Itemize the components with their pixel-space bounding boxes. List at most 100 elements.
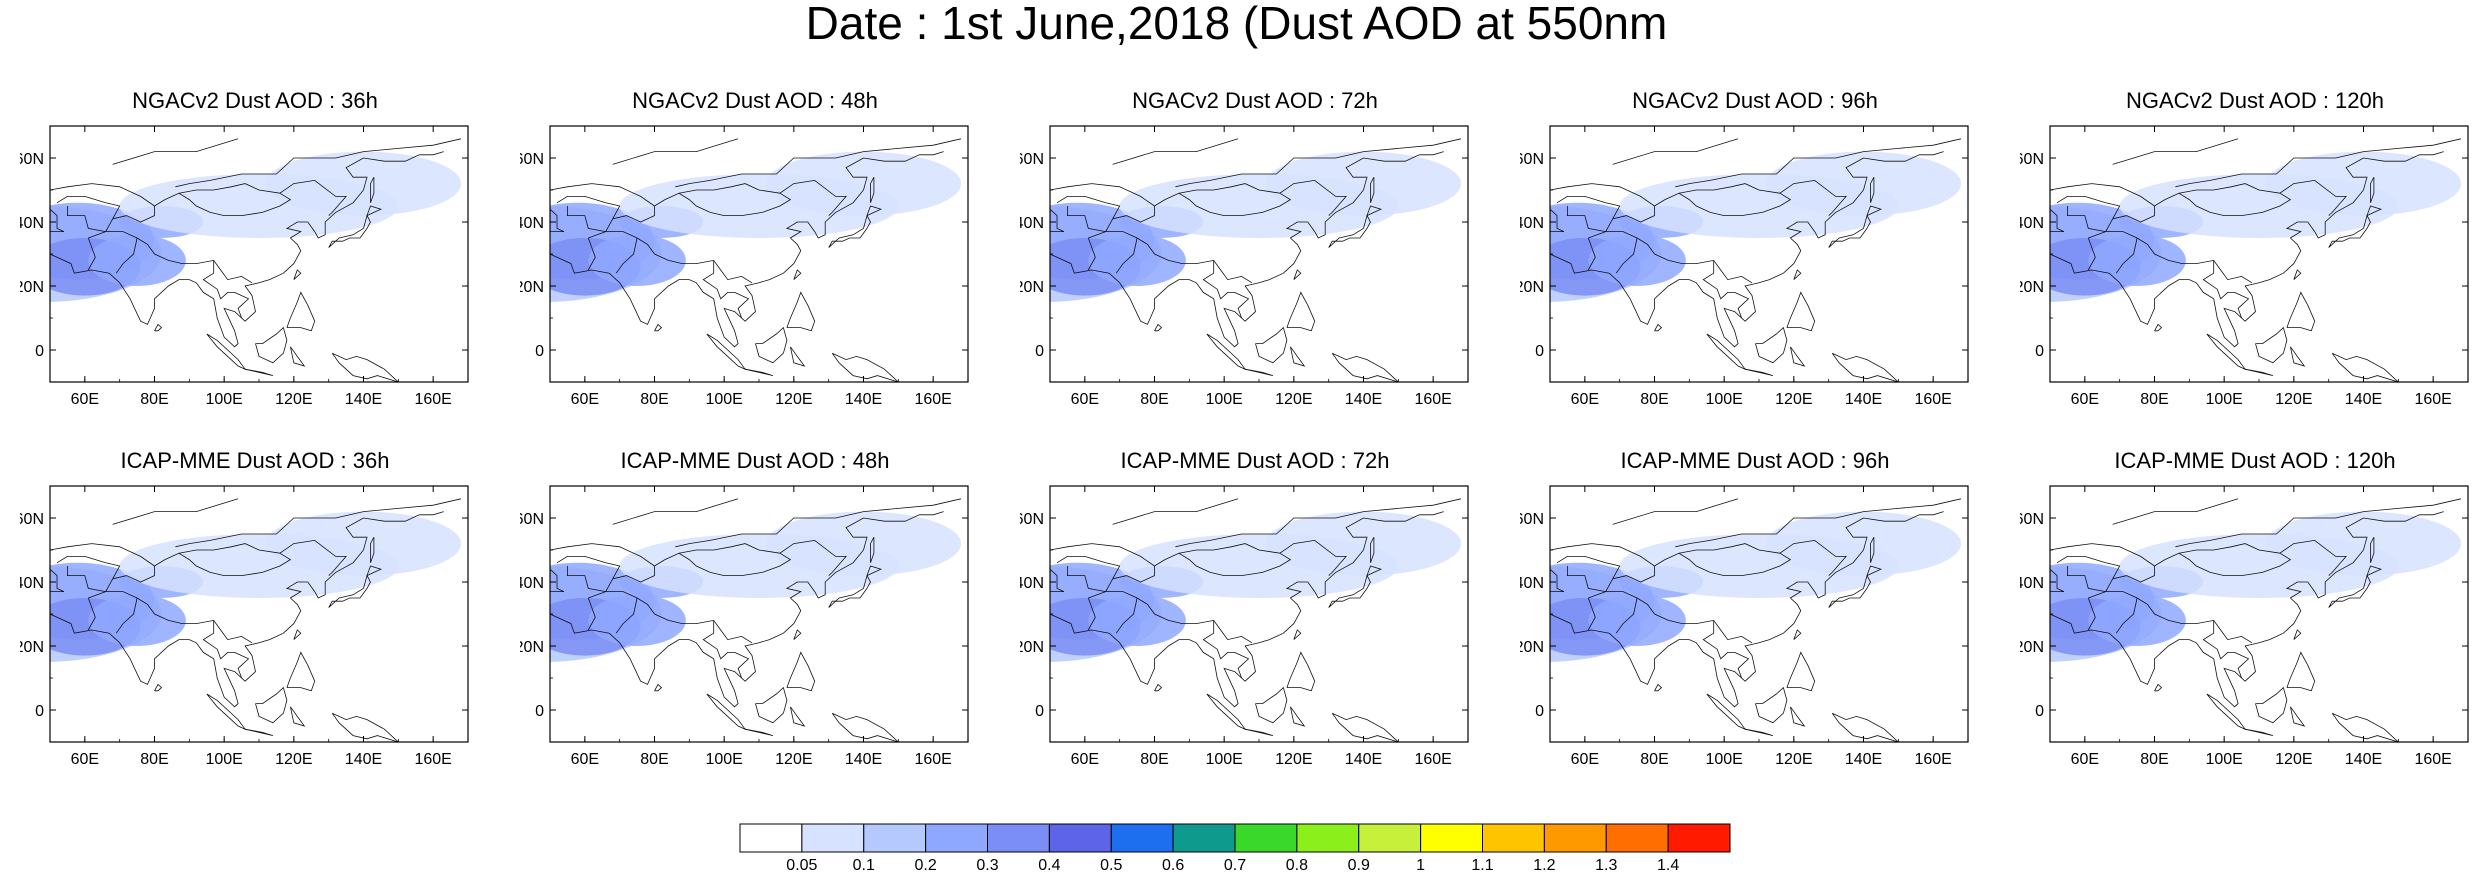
coastline — [1112, 498, 1239, 525]
lon-tick-label: 80E — [2140, 751, 2168, 768]
coastline — [154, 683, 163, 692]
dust-region — [1588, 234, 1686, 286]
dust-region — [265, 151, 462, 216]
coastline — [790, 346, 806, 367]
coastline — [745, 728, 774, 736]
lon-tick-label: 100E — [1705, 751, 1742, 768]
lat-tick-label: 0 — [2035, 343, 2044, 360]
coastline — [1328, 574, 1371, 608]
colorbar-swatch — [1420, 823, 1484, 853]
coastline — [1290, 346, 1306, 367]
coastline — [1245, 728, 1274, 736]
lon-tick-label: 140E — [1845, 391, 1882, 408]
map-panel: NGACv2 Dust AOD : 48h 60E 80E 100E 120E 140E… — [520, 88, 990, 438]
lon-tick-label: 60E — [571, 751, 599, 768]
lon-tick-label: 80E — [140, 751, 168, 768]
coastline — [1831, 352, 1899, 382]
lat-tick-label: 0 — [1535, 343, 1544, 360]
colorbar-label: 0.3 — [976, 857, 998, 874]
lat-tick-label: 60N — [2020, 151, 2044, 168]
lat-tick-label: 40N — [1020, 575, 1044, 592]
lat-tick-label: 20N — [1020, 639, 1044, 656]
coastline — [67, 566, 106, 592]
coastline — [1255, 686, 1288, 724]
lon-tick-label: 120E — [775, 391, 812, 408]
coastline — [50, 511, 444, 708]
map-plot: 60E 80E 100E 120E 140E 160E 60N 40N 20N 0 — [20, 485, 469, 768]
dust-region — [2265, 151, 2462, 216]
lon-tick-label: 140E — [1345, 751, 1382, 768]
coastline — [786, 651, 816, 692]
coastline — [1567, 206, 1606, 232]
panel-title: ICAP-MME Dust AOD : 48h — [620, 448, 890, 473]
coastline — [2328, 574, 2371, 608]
coastline — [1706, 333, 1747, 371]
colorbar: 0.05 0.1 0.2 0.3 0.4 0.5 0.6 0.7 0.8 0.9 1 1.1 1.2 1.… — [739, 823, 1731, 874]
lon-tick-label: 120E — [2275, 391, 2312, 408]
coastline — [2370, 177, 2375, 203]
lat-tick-label: 40N — [20, 575, 44, 592]
coastline — [1366, 205, 1383, 216]
lat-tick-label: 40N — [2020, 575, 2044, 592]
coastline — [115, 597, 138, 634]
coastline — [2154, 323, 2163, 332]
coastline — [1050, 183, 1155, 207]
coastline — [755, 326, 788, 364]
coastline — [605, 179, 847, 232]
coastline — [1678, 552, 1792, 576]
lon-tick-label: 100E — [2205, 751, 2242, 768]
coastline — [1615, 597, 1638, 634]
coastline — [1588, 231, 1753, 284]
colorbar-label: 0.05 — [786, 857, 817, 874]
dust-region — [1265, 151, 1462, 216]
coastline — [1706, 693, 1747, 731]
dust-region — [88, 234, 186, 286]
coastline — [1050, 208, 1065, 233]
map-plot: 60E 80E 100E 120E 140E 160E 60N 40N 20N 0 — [2020, 485, 2469, 768]
coastline — [2050, 183, 2155, 207]
coastline — [1605, 539, 1847, 592]
coastline — [1745, 368, 1774, 376]
colorbar-swatch — [1172, 823, 1236, 853]
lat-tick-label: 40N — [20, 215, 44, 232]
lon-tick-label: 140E — [2345, 751, 2382, 768]
coastline — [612, 498, 739, 525]
coastline — [675, 498, 962, 548]
lat-tick-label: 60N — [1520, 511, 1544, 528]
coastline — [550, 543, 655, 567]
colorbar-swatch — [1234, 823, 1298, 853]
coastline — [1745, 728, 1774, 736]
lat-tick-label: 20N — [520, 639, 544, 656]
lat-tick-label: 60N — [20, 511, 44, 528]
lon-tick-label: 120E — [2275, 751, 2312, 768]
dust-shading — [550, 151, 962, 302]
dust-region — [2088, 594, 2186, 646]
coastline — [2050, 511, 2444, 708]
coastline — [675, 138, 962, 188]
panel-title: ICAP-MME Dust AOD : 36h — [120, 448, 390, 473]
coastline — [550, 151, 944, 348]
colorbar-label: 1 — [1416, 857, 1425, 874]
lon-tick-label: 160E — [1914, 391, 1951, 408]
coastline — [2202, 260, 2250, 319]
coastline — [2115, 237, 2138, 274]
lon-tick-label: 100E — [705, 751, 742, 768]
coastlines — [1050, 138, 1462, 382]
dust-region — [1088, 594, 1186, 646]
coastline — [1087, 597, 1096, 631]
coastline — [1793, 629, 1802, 640]
coastline — [1654, 683, 1663, 692]
coastline — [331, 712, 399, 742]
coastline — [2370, 537, 2375, 563]
coastline — [370, 537, 375, 563]
coastline — [828, 574, 871, 608]
dust-region — [1265, 511, 1462, 576]
coastline — [2056, 196, 2121, 219]
coastline — [567, 566, 606, 592]
coastline — [1056, 196, 1121, 219]
map-plot: 60E 80E 100E 120E 140E 160E 60N 40N 20N 0 — [520, 125, 969, 408]
panel-title: ICAP-MME Dust AOD : 120h — [2114, 448, 2396, 473]
coastline — [2290, 706, 2306, 727]
dust-region — [588, 234, 686, 286]
coastline — [331, 352, 399, 382]
